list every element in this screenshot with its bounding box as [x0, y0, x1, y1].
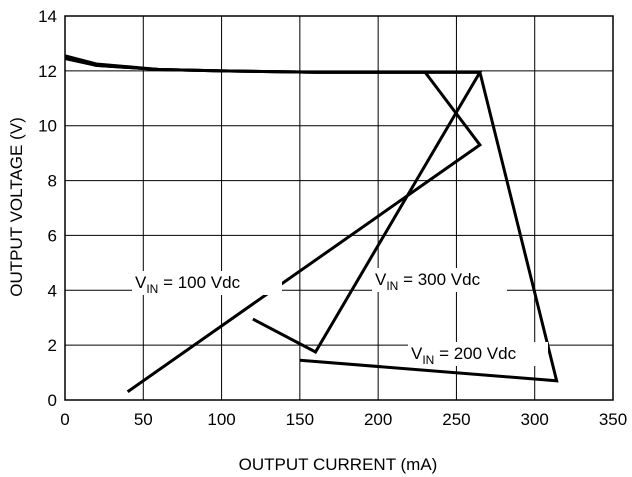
- y-tick-label: 10: [38, 117, 57, 136]
- x-tick-label: 50: [134, 410, 153, 429]
- series-label-subscript: IN: [386, 279, 398, 293]
- x-tick-label: 300: [521, 410, 549, 429]
- y-tick-label: 8: [48, 172, 57, 191]
- series-label-background: [408, 342, 548, 366]
- x-tick-label: 200: [364, 410, 392, 429]
- x-axis-title: OUTPUT CURRENT (mA): [239, 455, 438, 474]
- series-line-2: [64, 57, 483, 354]
- y-tick-label: 6: [48, 226, 57, 245]
- series-label-main: V: [411, 344, 423, 363]
- curve-layer: [64, 54, 559, 393]
- y-tick-label: 14: [38, 7, 57, 26]
- series-line-1: [64, 54, 483, 393]
- y-tick-label: 0: [48, 391, 57, 410]
- series-label-background: [372, 268, 507, 292]
- x-tick-label: 0: [60, 410, 69, 429]
- series-label-rest: = 300 Vdc: [398, 270, 480, 289]
- series-label-main: V: [375, 270, 387, 289]
- series-label-rest: = 200 Vdc: [434, 344, 516, 363]
- tick-label-layer: 0 50 100 150 200 250 300 350 0 2 4 6 8 10 12 14: [38, 7, 627, 429]
- series-label-background: [132, 271, 282, 295]
- x-tick-label: 150: [286, 410, 314, 429]
- series-line-3: [64, 55, 559, 383]
- x-tick-label: 350: [599, 410, 627, 429]
- series-label-rest: = 100 Vdc: [158, 273, 240, 292]
- series-label-2: VIN = 300 Vdc: [375, 270, 481, 293]
- y-axis-title: OUTPUT VOLTAGE (V): [7, 117, 26, 296]
- y-tick-label: 4: [48, 281, 57, 300]
- x-tick-label: 250: [442, 410, 470, 429]
- plot-frame: [64, 15, 614, 401]
- series-label-subscript: IN: [146, 282, 158, 296]
- y-tick-label: 12: [38, 62, 57, 81]
- series-label-1: VIN = 100 Vdc: [135, 273, 241, 296]
- series-label-subscript: IN: [422, 353, 434, 367]
- x-tick-label: 100: [207, 410, 235, 429]
- series-label-main: V: [135, 273, 147, 292]
- y-tick-label: 2: [48, 336, 57, 355]
- series-label-3: VIN = 200 Vdc: [411, 344, 517, 367]
